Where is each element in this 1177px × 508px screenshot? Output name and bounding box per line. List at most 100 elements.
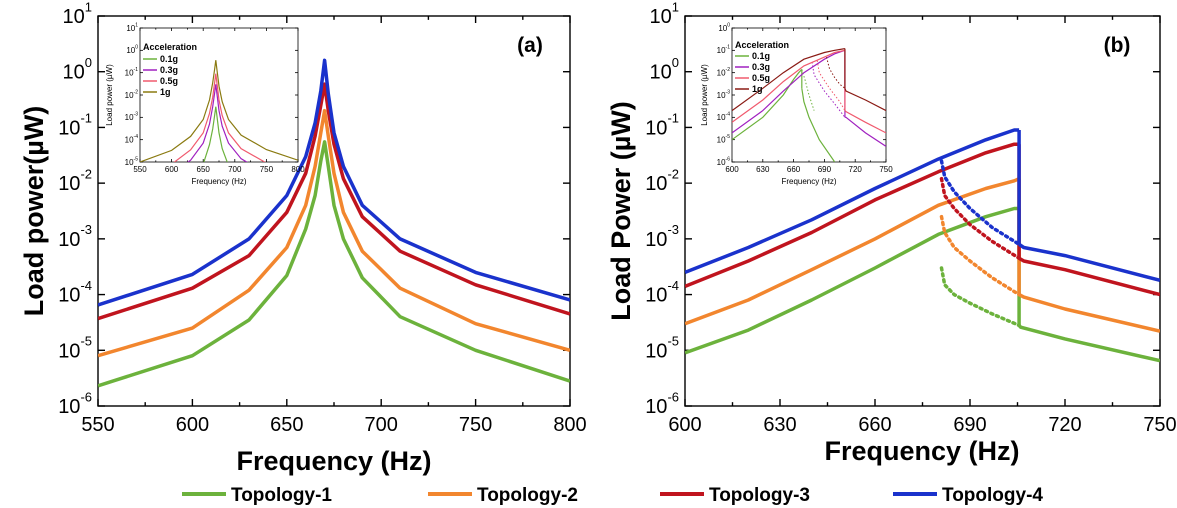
panel-b-xtick-label: 750	[1143, 414, 1176, 436]
panel-a-series-line	[98, 82, 570, 321]
panel-b-ylabel: Load Power (µW)	[606, 101, 636, 321]
panel-b-inset-series-lower	[844, 88, 886, 112]
panel-a-xtick-label: 700	[365, 414, 398, 436]
panel-a-ytick-label: 10-2	[58, 166, 92, 195]
panel-b-inset-ytick-label: 100	[718, 22, 730, 33]
panel-b-xlabel: Frequency (Hz)	[824, 436, 1019, 466]
panel-b-inset-ytick-label: 10-2	[717, 67, 731, 78]
panel-b-inset-ytick-label: 10-5	[717, 134, 731, 145]
panel-b-inset-ytick-label: 10-3	[717, 89, 731, 100]
panel-a-ytick-label: 100	[63, 55, 92, 84]
panel-b-xtick-label: 660	[858, 414, 891, 436]
panel-b-inset-xtick-label: 660	[787, 165, 801, 174]
panel-a-inset-ytick-label: 101	[126, 22, 138, 33]
panel-a-inset-xtick-label: 750	[260, 165, 274, 174]
panel-b-series-lower	[1018, 293, 1160, 333]
panel-b-inset-ytick-label: 10-4	[717, 112, 731, 123]
panel-a-series-line	[98, 108, 570, 358]
panel-a-inset-legend-label: 1g	[160, 87, 171, 97]
panel-a-inset-legend-label: 0.5g	[160, 76, 178, 86]
panel-a-xtick-label: 800	[553, 414, 586, 436]
panel-b-inset-series-lower	[844, 116, 886, 147]
panel-a-inset-ytick-label: 10-4	[125, 134, 139, 145]
panel-a-inset-ytick-label: 10-1	[125, 67, 139, 78]
panel-a-xtick-label: 750	[459, 414, 492, 436]
panel-b-inset-series-unstable	[826, 56, 846, 89]
panel-a-label: (a)	[517, 34, 543, 57]
panel-a-frame	[97, 15, 571, 407]
panel-b-inset-series-lower	[801, 88, 836, 162]
panel-a-ytick-label: 10-5	[58, 334, 92, 363]
panel-b-ytick-label: 10-6	[645, 389, 679, 418]
panel-b-inset-xtick-label: 750	[879, 165, 893, 174]
panel-b-xtick-label: 630	[763, 414, 796, 436]
panel-a-inset-frame	[139, 27, 299, 163]
panel-a-inset-ytick-label: 10-2	[125, 89, 139, 100]
panel-b-series-lower	[1017, 324, 1160, 363]
panel-a-xtick-label: 600	[176, 414, 209, 436]
bottom-legend-label: Topology-3	[709, 485, 810, 506]
panel-b-inset-xtick-label: 600	[725, 165, 739, 174]
panel-b-inset-legend-label: 0.1g	[752, 51, 770, 61]
panel-b-frame	[684, 15, 1161, 407]
panel-a-inset-xtick-label: 600	[165, 165, 179, 174]
panel-a-series-line	[98, 140, 570, 388]
panel-b-ytick-label: 101	[650, 0, 679, 28]
panel-b-inset-xtick-label: 720	[849, 165, 863, 174]
panel-b-inset-legend-label: 1g	[752, 84, 763, 94]
panel-a-inset-axes: 550 600 650 700 750 800 10-5 10-4 10-3 10-2 10-1 10…	[125, 22, 306, 174]
panel-b-inset-ytick-label: 10-1	[717, 45, 731, 56]
panel-b-series-unstable	[939, 176, 1021, 260]
panel-b-axes: 600 630 660 690 720 750 10-6 10-5 10-4 10-3 10-2 10…	[645, 0, 1177, 436]
panel-b-ytick-label: 10-3	[645, 222, 679, 251]
panel-a-ytick-label: 10-1	[58, 111, 92, 140]
panel-b-series-unstable	[939, 159, 1021, 247]
panel-b-series-lower	[1018, 242, 1160, 282]
panel-a-xlabel: Frequency (Hz)	[236, 446, 431, 476]
panel-a-inset-legend-label: 0.3g	[160, 65, 178, 75]
panel-b-inset-xtick-label: 630	[756, 165, 770, 174]
panel-b-inset-ylabel: Load power (µW)	[700, 64, 709, 126]
panel-a-inset-xtick-label: 800	[291, 165, 305, 174]
panel-a-inset-xtick-label: 550	[133, 165, 147, 174]
panel-b-series-upper	[685, 128, 1020, 275]
panel-a-ytick-label: 10-3	[58, 222, 92, 251]
panel-a-inset-ytick-label: 10-5	[125, 156, 139, 167]
panel-b-inset-frame	[731, 27, 887, 163]
bottom-legend-label: Topology-4	[942, 485, 1043, 506]
panel-a-ylabel: Load power(µW)	[19, 106, 49, 317]
panel-a-xtick-label: 550	[81, 414, 114, 436]
panel-b-series-lower	[1018, 256, 1160, 297]
panel-a-ytick-label: 101	[63, 0, 92, 28]
panel-a-ytick-label: 10-6	[58, 389, 92, 418]
panel-a-inset-series-line	[140, 60, 298, 162]
panel-b-ytick-label: 100	[650, 55, 679, 84]
panel-a-series-line	[98, 58, 570, 307]
panel-a-inset-ylabel: Load power (µW)	[105, 64, 114, 126]
panel-b-inset-bg	[732, 28, 886, 162]
panel-a-inset-ytick-label: 100	[126, 45, 138, 56]
panel-b-inset-axes: 600 630 660 690 720 750 10-6 10-5 10-4 10-3 10-2 10…	[717, 22, 894, 174]
panel-b-ytick-label: 10-1	[645, 111, 679, 140]
panel-a-inset-legend-label: 0.1g	[160, 54, 178, 64]
panel-a-inset-series-line	[187, 84, 248, 162]
panel-b-label: (b)	[1104, 34, 1131, 57]
panel-b-inset-series-unstable	[801, 69, 815, 111]
panel-b-inset-legend-label: 0.3g	[752, 62, 770, 72]
panel-b-series-upper	[685, 142, 1020, 289]
panel-b-inset-series-upper	[732, 49, 846, 134]
panel-b-inset-legend-label: 0.5g	[752, 73, 770, 83]
panel-b-ytick-label: 10-4	[645, 278, 679, 307]
panel-a-inset-ytick-label: 10-3	[125, 112, 139, 123]
panel-a-inset-series-line	[203, 106, 228, 162]
panel-b-ytick-label: 10-5	[645, 334, 679, 363]
panel-b-series-upper	[685, 177, 1020, 326]
bottom-legend-label: Topology-1	[231, 485, 332, 506]
panel-b-ytick-label: 10-2	[645, 166, 679, 195]
panel-b-inset-series-unstable	[816, 60, 846, 111]
panel-b-series-upper	[685, 206, 1020, 355]
panel-b-inset-legend-title: Acceleration	[735, 40, 789, 50]
panel-b-inset-series-unstable	[811, 61, 846, 118]
panel-b-inset-ytick-label: 10-6	[717, 156, 731, 167]
